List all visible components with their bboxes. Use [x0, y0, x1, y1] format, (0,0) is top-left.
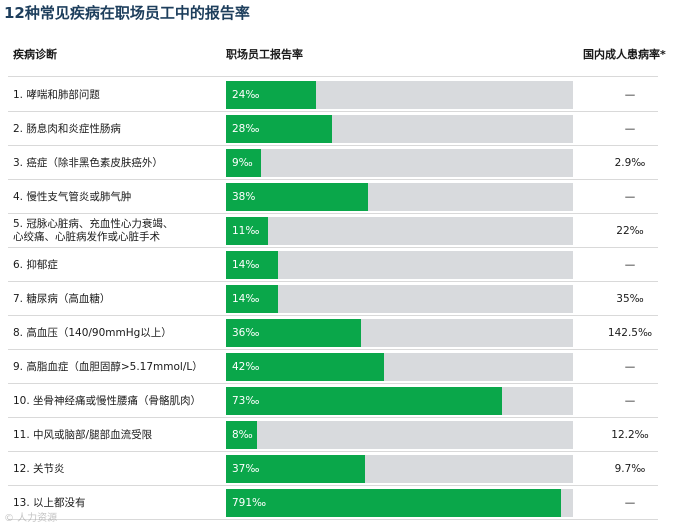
- prevalence-value: 9.7‰: [614, 463, 646, 475]
- bar-value-label: 37‰: [232, 463, 260, 475]
- bar-track: 73‰: [226, 387, 573, 415]
- category-label: 2. 肠息肉和炎症性肠病: [13, 122, 121, 135]
- bar-value-label: 14‰: [232, 259, 260, 271]
- bar-value-label: 38%: [232, 191, 256, 203]
- row-divider: [8, 349, 658, 350]
- bar: [226, 455, 365, 483]
- table-row: 12. 关节炎 37‰ 9.7‰: [0, 452, 675, 486]
- table-row: 6. 抑郁症 14‰ —: [0, 248, 675, 282]
- row-divider: [8, 451, 658, 452]
- prevalence-value: —: [624, 259, 636, 271]
- bar: [226, 115, 332, 143]
- category-label: 1. 哮喘和肺部问题: [13, 88, 100, 101]
- bar-track: 36‰: [226, 319, 573, 347]
- row-divider: [8, 76, 658, 77]
- prevalence-value: 22‰: [616, 225, 644, 237]
- row-divider: [8, 179, 658, 180]
- table-row: 11. 中风或脑部/腿部血流受限 8‰ 12.2‰: [0, 418, 675, 452]
- prevalence-value: —: [624, 395, 636, 407]
- table-row: 1. 哮喘和肺部问题 24‰ —: [0, 78, 675, 112]
- table-row: 5. 冠脉心脏病、充血性心力衰竭、 心绞痛、心脏病发作或心脏手术 11‰ 22‰: [0, 214, 675, 248]
- row-divider: [8, 485, 658, 486]
- prevalence-value: —: [624, 191, 636, 203]
- row-divider: [8, 281, 658, 282]
- bar: [226, 251, 279, 279]
- bar-track: 791‰: [226, 489, 573, 517]
- bar-value-label: 73‰: [232, 395, 260, 407]
- prevalence-value: 35‰: [616, 293, 644, 305]
- watermark: © 人力资源: [4, 513, 58, 524]
- row-divider: [8, 213, 658, 214]
- bar-value-label: 11‰: [232, 225, 260, 237]
- bar: [226, 387, 502, 415]
- prevalence-value: 2.9‰: [614, 157, 646, 169]
- bar: [226, 81, 317, 109]
- category-label: 8. 高血压（140/90mmHg以上）: [13, 326, 172, 339]
- bar: [226, 149, 261, 177]
- category-label: 12. 关节炎: [13, 462, 65, 475]
- bar: [226, 217, 268, 245]
- table-row: 2. 肠息肉和炎症性肠病 28‰ —: [0, 112, 675, 146]
- bar: [226, 421, 258, 449]
- row-divider: [8, 519, 658, 520]
- row-divider: [8, 145, 658, 146]
- bar-track: 9‰: [226, 149, 573, 177]
- bar: [226, 319, 362, 347]
- bar: [226, 489, 561, 517]
- row-divider: [8, 247, 658, 248]
- bar-value-label: 9‰: [232, 157, 253, 169]
- bar: [226, 285, 279, 313]
- prevalence-value: 142.5‰: [607, 327, 653, 339]
- row-divider: [8, 383, 658, 384]
- table-row: 10. 坐骨神经痛或慢性腰痛（骨骼肌肉） 73‰ —: [0, 384, 675, 418]
- bar: [226, 183, 369, 211]
- table-row: 13. 以上都没有 791‰ —: [0, 486, 675, 520]
- category-label: 5. 冠脉心脏病、充血性心力衰竭、 心绞痛、心脏病发作或心脏手术: [13, 218, 174, 243]
- category-label: 9. 高脂血症（血胆固醇>5.17mmol/L）: [13, 360, 203, 373]
- prevalence-value: —: [624, 89, 636, 101]
- category-label: 7. 糖尿病（高血糖）: [13, 292, 111, 305]
- category-label: 10. 坐骨神经痛或慢性腰痛（骨骼肌肉）: [13, 394, 202, 407]
- row-divider: [8, 315, 658, 316]
- prevalence-value: —: [624, 497, 636, 509]
- bar-track: 14‰: [226, 285, 573, 313]
- bar-value-label: 791‰: [232, 497, 267, 509]
- category-label: 4. 慢性支气管炎或肺气肿: [13, 190, 132, 203]
- bar-track: 24‰: [226, 81, 573, 109]
- bar-value-label: 42‰: [232, 361, 260, 373]
- bar-track: 42‰: [226, 353, 573, 381]
- category-label: 6. 抑郁症: [13, 258, 58, 271]
- table-row: 9. 高脂血症（血胆固醇>5.17mmol/L） 42‰ —: [0, 350, 675, 384]
- bar-value-label: 14‰: [232, 293, 260, 305]
- bar-value-label: 8‰: [232, 429, 253, 441]
- table-row: 3. 癌症（除非黑色素皮肤癌外） 9‰ 2.9‰: [0, 146, 675, 180]
- bar-value-label: 36‰: [232, 327, 260, 339]
- bar-value-label: 28‰: [232, 123, 260, 135]
- category-label: 13. 以上都没有: [13, 496, 86, 509]
- bar-track: 14‰: [226, 251, 573, 279]
- bar: [226, 353, 384, 381]
- bar-value-label: 24‰: [232, 89, 260, 101]
- chart-title: 12种常见疾病在职场员工中的报告率: [4, 4, 250, 22]
- header-disease: 疾病诊断: [13, 48, 57, 61]
- prevalence-value: —: [624, 123, 636, 135]
- bar-track: 28‰: [226, 115, 573, 143]
- prevalence-value: 12.2‰: [611, 429, 649, 441]
- table-row: 8. 高血压（140/90mmHg以上） 36‰ 142.5‰: [0, 316, 675, 350]
- category-label: 3. 癌症（除非黑色素皮肤癌外）: [13, 156, 163, 169]
- bar-track: 8‰: [226, 421, 573, 449]
- header-reported-rate: 职场员工报告率: [226, 48, 303, 61]
- header-prevalence: 国内成人患病率*: [583, 48, 666, 61]
- bar-track: 37‰: [226, 455, 573, 483]
- bar-track: 11‰: [226, 217, 573, 245]
- bar-track: 38%: [226, 183, 573, 211]
- table-row: 4. 慢性支气管炎或肺气肿 38% —: [0, 180, 675, 214]
- category-label: 11. 中风或脑部/腿部血流受限: [13, 428, 153, 441]
- row-divider: [8, 417, 658, 418]
- row-divider: [8, 111, 658, 112]
- prevalence-value: —: [624, 361, 636, 373]
- table-row: 7. 糖尿病（高血糖） 14‰ 35‰: [0, 282, 675, 316]
